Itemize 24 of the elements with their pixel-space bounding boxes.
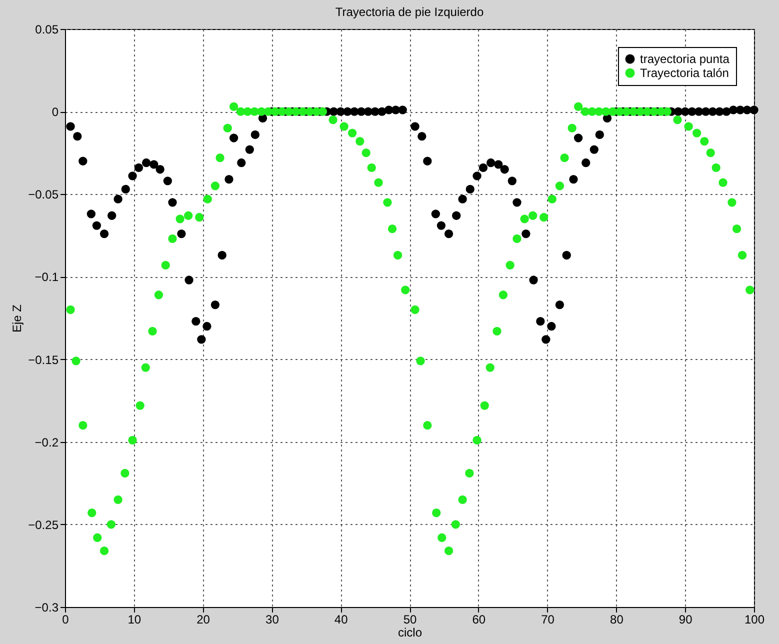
x-tick-label: 90 — [678, 612, 693, 626]
x-axis-title: ciclo — [398, 626, 422, 640]
legend-label: trayectoria punta — [640, 52, 730, 66]
y-axis-title: Eje Z — [10, 304, 24, 333]
x-tick-label: 30 — [266, 612, 280, 626]
x-tick-label: 50 — [403, 612, 417, 626]
legend-label: Trayectoria talón — [640, 66, 729, 80]
y-tick-label: −0.1 — [34, 270, 59, 284]
y-tick-label: −0.15 — [28, 352, 59, 367]
y-tick-label: −0.2 — [34, 435, 59, 450]
x-tick-label: 70 — [541, 612, 555, 626]
x-tick-label: 80 — [610, 612, 624, 626]
y-tick-label: −0.25 — [28, 518, 59, 532]
chart-title: Trayectoria de pie Izquierdo — [335, 5, 484, 19]
x-tick-label: 60 — [472, 612, 486, 626]
x-tick-label: 100 — [744, 612, 765, 626]
x-tick-label: 20 — [196, 612, 210, 626]
y-tick-label: 0 — [52, 105, 59, 120]
x-tick-label: 10 — [128, 612, 142, 626]
y-tick-label: 0.05 — [35, 22, 59, 36]
y-tick-label: −0.3 — [34, 600, 59, 614]
x-tick-label: 40 — [334, 612, 348, 626]
x-tick-label: 0 — [62, 612, 70, 626]
y-tick-label: −0.05 — [28, 188, 59, 202]
